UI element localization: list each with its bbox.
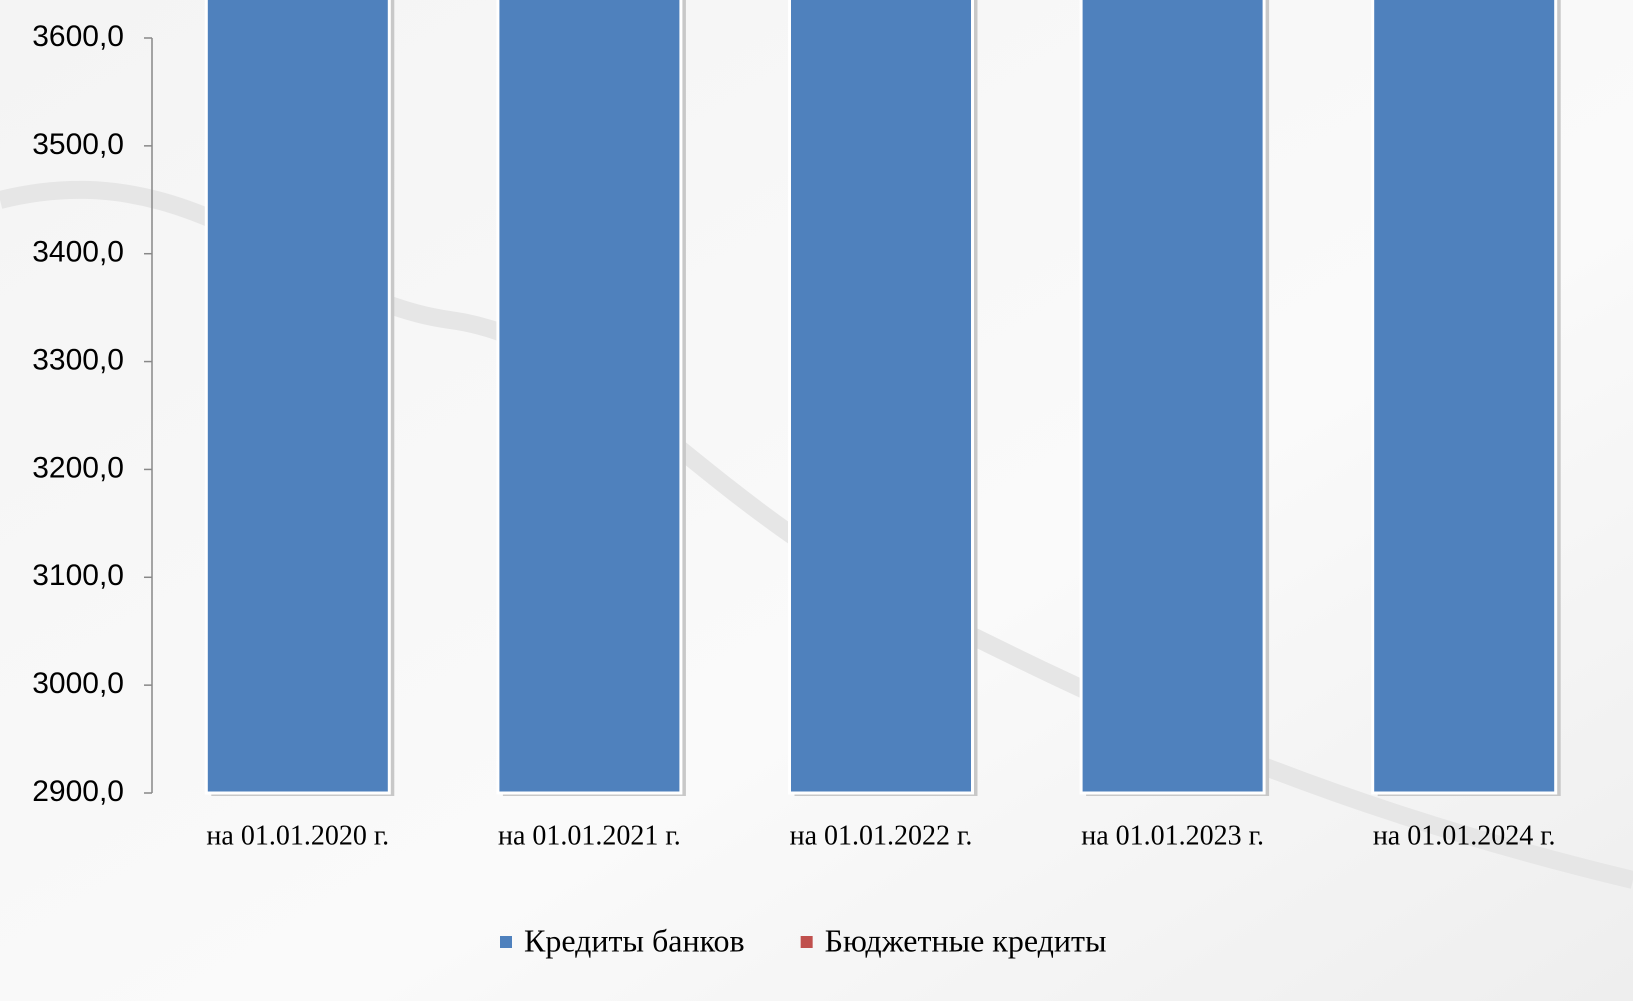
- y-tick-label: 3600,0: [32, 20, 124, 53]
- y-tick-label: 3000,0: [32, 667, 124, 700]
- legend-swatch: [800, 936, 813, 948]
- x-tick-label: на 01.01.2024 г.: [1373, 820, 1556, 851]
- y-tick-label: 2900,0: [32, 775, 124, 808]
- y-tick-label: 3400,0: [32, 236, 124, 269]
- x-tick-label: на 01.01.2020 г.: [206, 820, 389, 851]
- bar-segment: [204, 0, 391, 795]
- x-tick-label: на 01.01.2021 г.: [498, 820, 681, 851]
- legend-swatch: [500, 936, 512, 948]
- bar-segment: [1371, 0, 1558, 795]
- y-tick-label: 3100,0: [32, 559, 124, 592]
- x-tick-label: на 01.01.2023 г.: [1081, 820, 1264, 851]
- y-tick-label: 3500,0: [32, 128, 124, 161]
- y-tick-label: 3300,0: [32, 343, 124, 376]
- bar-segment: [788, 0, 974, 795]
- y-tick-label: 3200,0: [32, 451, 124, 484]
- bar-segment: [1079, 0, 1266, 795]
- bar-segment: [496, 0, 683, 795]
- x-tick-label: на 01.01.2022 г.: [790, 820, 973, 851]
- legend-label: Кредиты банков: [524, 922, 745, 958]
- legend-label: Бюджетные кредиты: [825, 922, 1107, 958]
